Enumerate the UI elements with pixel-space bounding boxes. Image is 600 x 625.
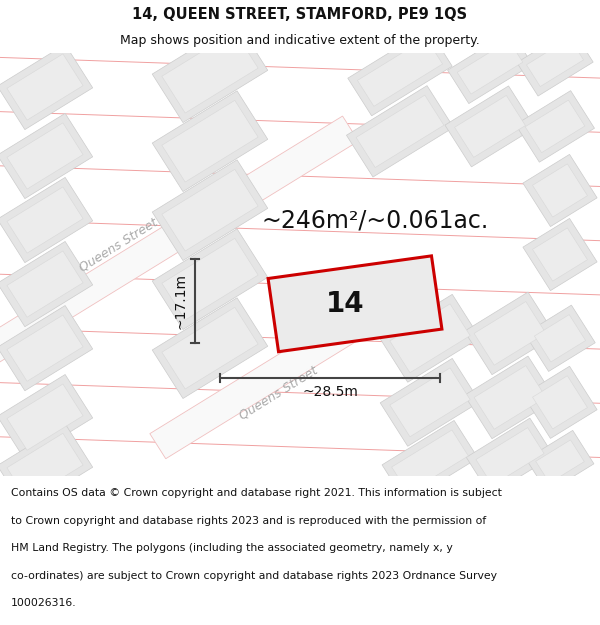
Polygon shape — [515, 91, 595, 162]
Polygon shape — [517, 29, 593, 96]
Polygon shape — [356, 95, 444, 168]
Polygon shape — [464, 292, 556, 374]
Polygon shape — [152, 298, 268, 399]
Polygon shape — [380, 358, 480, 446]
Polygon shape — [7, 187, 83, 253]
Polygon shape — [448, 31, 532, 104]
Text: Queens Street: Queens Street — [76, 216, 160, 274]
Polygon shape — [474, 366, 546, 429]
Polygon shape — [7, 384, 83, 450]
Polygon shape — [162, 31, 258, 113]
Text: Queens Street: Queens Street — [236, 363, 320, 422]
Polygon shape — [0, 44, 92, 129]
Polygon shape — [526, 431, 594, 492]
Text: to Crown copyright and database rights 2023 and is reproduced with the permissio: to Crown copyright and database rights 2… — [11, 516, 486, 526]
Polygon shape — [445, 86, 535, 167]
Polygon shape — [523, 366, 597, 438]
Polygon shape — [358, 38, 443, 106]
Polygon shape — [464, 356, 556, 439]
Polygon shape — [526, 38, 584, 86]
Polygon shape — [7, 123, 83, 189]
Text: ~17.1m: ~17.1m — [174, 273, 188, 329]
Polygon shape — [535, 314, 586, 362]
Text: ~28.5m: ~28.5m — [302, 386, 358, 399]
Polygon shape — [150, 277, 420, 459]
Text: Contains OS data © Crown copyright and database right 2021. This information is : Contains OS data © Crown copyright and d… — [11, 488, 502, 498]
Polygon shape — [476, 428, 544, 486]
Polygon shape — [390, 304, 470, 372]
Polygon shape — [152, 229, 268, 329]
Polygon shape — [0, 241, 92, 327]
Text: 14: 14 — [326, 290, 364, 318]
Polygon shape — [0, 116, 358, 412]
Polygon shape — [162, 238, 258, 320]
Polygon shape — [533, 228, 587, 281]
Polygon shape — [346, 86, 454, 177]
Polygon shape — [523, 154, 597, 226]
Polygon shape — [268, 256, 442, 352]
Polygon shape — [0, 374, 92, 460]
Polygon shape — [152, 22, 268, 122]
Text: Map shows position and indicative extent of the property.: Map shows position and indicative extent… — [120, 34, 480, 48]
Polygon shape — [7, 433, 83, 499]
Polygon shape — [525, 100, 585, 152]
Text: HM Land Registry. The polygons (including the associated geometry, namely x, y: HM Land Registry. The polygons (includin… — [11, 543, 452, 553]
Polygon shape — [162, 308, 258, 389]
Text: co-ordinates) are subject to Crown copyright and database rights 2023 Ordnance S: co-ordinates) are subject to Crown copyr… — [11, 571, 497, 581]
Polygon shape — [348, 29, 452, 116]
Polygon shape — [152, 160, 268, 261]
Polygon shape — [152, 91, 268, 191]
Polygon shape — [7, 54, 83, 120]
Polygon shape — [380, 294, 480, 382]
Polygon shape — [7, 315, 83, 381]
Polygon shape — [457, 41, 523, 94]
Polygon shape — [533, 376, 587, 429]
Polygon shape — [162, 169, 258, 251]
Polygon shape — [162, 101, 258, 182]
Polygon shape — [0, 424, 92, 509]
Polygon shape — [0, 177, 92, 262]
Polygon shape — [536, 440, 584, 483]
Polygon shape — [0, 113, 92, 199]
Polygon shape — [390, 368, 470, 437]
Text: 14, QUEEN STREET, STAMFORD, PE9 1QS: 14, QUEEN STREET, STAMFORD, PE9 1QS — [133, 8, 467, 22]
Polygon shape — [474, 301, 546, 365]
Polygon shape — [466, 418, 554, 495]
Polygon shape — [533, 164, 587, 217]
Polygon shape — [392, 430, 469, 493]
Polygon shape — [7, 251, 83, 318]
Polygon shape — [525, 305, 595, 371]
Polygon shape — [382, 421, 478, 502]
Polygon shape — [0, 306, 92, 391]
Text: 100026316.: 100026316. — [11, 598, 76, 608]
Text: ~246m²/~0.061ac.: ~246m²/~0.061ac. — [262, 208, 488, 232]
Polygon shape — [455, 96, 526, 158]
Polygon shape — [523, 218, 597, 291]
